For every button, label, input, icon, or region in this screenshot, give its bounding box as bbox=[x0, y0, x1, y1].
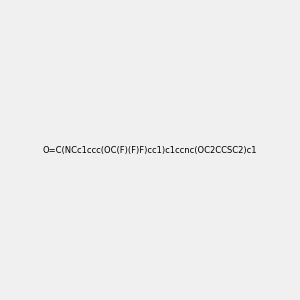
Text: O=C(NCc1ccc(OC(F)(F)F)cc1)c1ccnc(OC2CCSC2)c1: O=C(NCc1ccc(OC(F)(F)F)cc1)c1ccnc(OC2CCSC… bbox=[43, 146, 257, 154]
